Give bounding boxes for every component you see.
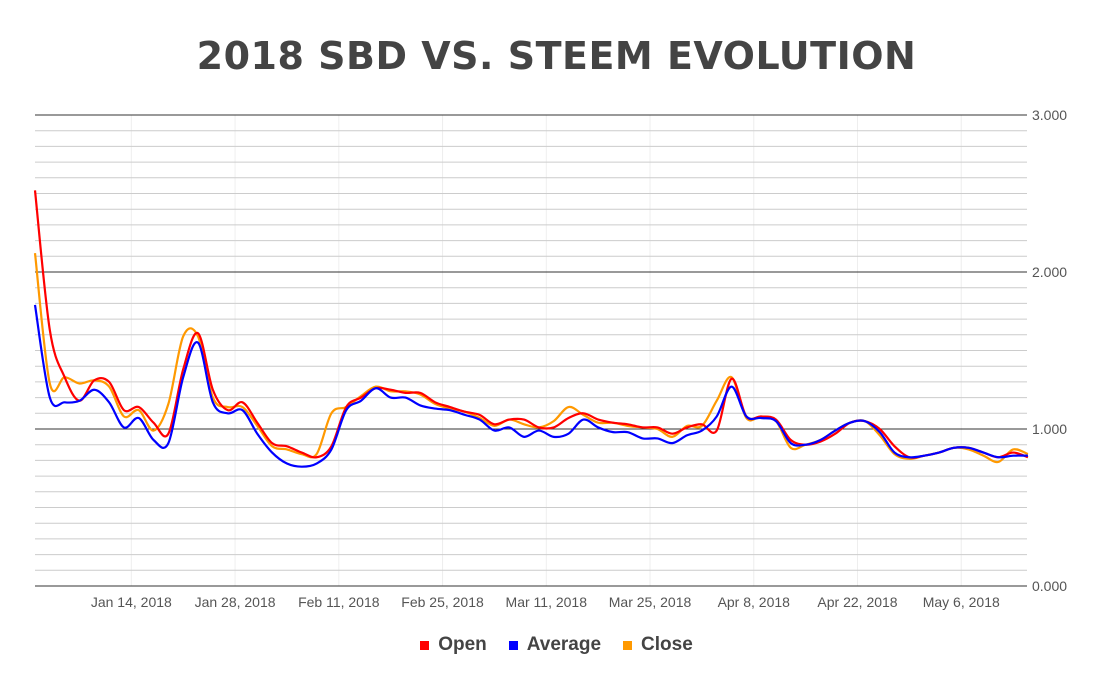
- series-line-open: [33, 190, 1029, 459]
- legend-swatch: [623, 640, 633, 650]
- x-tick-label: Feb 11, 2018: [298, 594, 380, 610]
- series-line-average: [33, 304, 1028, 468]
- y-tick-label: 0.000: [1032, 578, 1067, 594]
- legend-label: Open: [438, 634, 487, 655]
- y-tick-label: 1.000: [1032, 421, 1067, 437]
- legend-swatch: [420, 640, 430, 650]
- x-tick-label: Mar 25, 2018: [609, 594, 692, 610]
- y-tick-label: 3.000: [1032, 107, 1067, 123]
- x-tick-label: Apr 22, 2018: [817, 594, 897, 610]
- legend-label: Average: [526, 634, 602, 655]
- y-tick-label: 2.000: [1032, 264, 1067, 280]
- legend-swatch: [508, 640, 518, 650]
- chart-title: 2018 SBD VS. STEEM EVOLUTION: [196, 34, 917, 78]
- x-tick-label: May 6, 2018: [923, 594, 1000, 610]
- x-tick-label: Mar 11, 2018: [506, 594, 588, 610]
- legend-item-close: Close: [623, 634, 693, 656]
- x-tick-label: Jan 14, 2018: [91, 594, 172, 610]
- legend-label: Close: [641, 634, 693, 655]
- legend: Open Average Close: [0, 634, 1113, 656]
- x-tick-label: Feb 25, 2018: [401, 594, 484, 610]
- legend-item-open: Open: [420, 634, 487, 656]
- x-tick-label: Apr 8, 2018: [718, 594, 791, 610]
- legend-item-average: Average: [508, 634, 602, 656]
- x-tick-label: Jan 28, 2018: [195, 594, 276, 610]
